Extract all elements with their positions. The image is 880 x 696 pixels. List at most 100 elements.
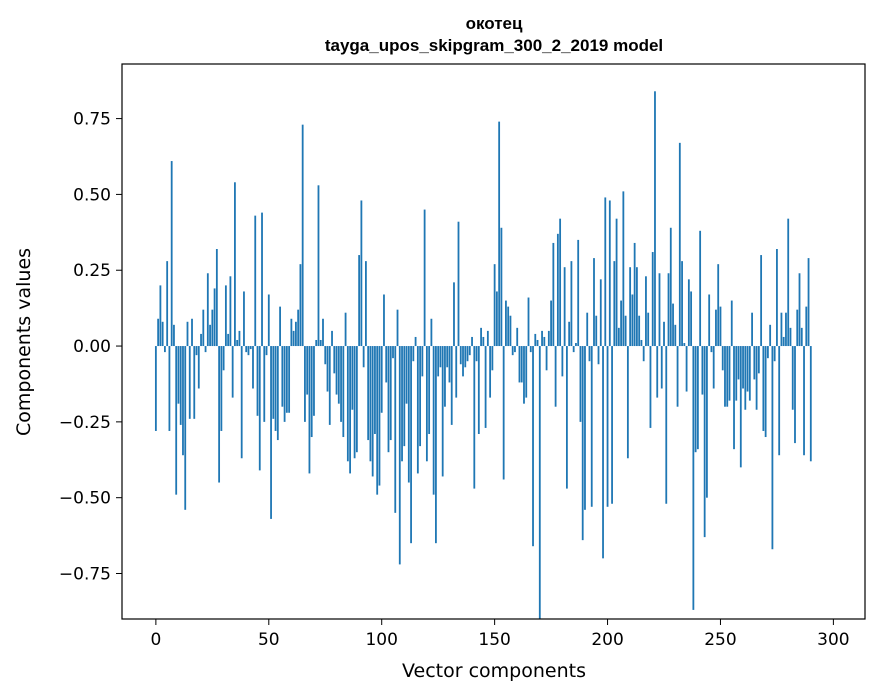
- bar: [622, 191, 625, 347]
- bar: [651, 252, 654, 347]
- bar: [755, 346, 758, 410]
- bar: [344, 312, 347, 347]
- bar: [304, 346, 306, 422]
- bar: [584, 346, 586, 510]
- bar: [552, 242, 555, 347]
- bar: [398, 346, 401, 565]
- bar: [640, 339, 643, 347]
- bar: [182, 346, 184, 456]
- bar: [690, 291, 693, 347]
- y-tick-label: −0.50: [59, 489, 111, 509]
- bar: [342, 346, 345, 438]
- bar: [161, 321, 164, 347]
- bar: [414, 336, 417, 347]
- bar: [753, 346, 756, 380]
- bar: [527, 297, 530, 347]
- bar: [423, 209, 426, 347]
- bar: [518, 346, 521, 383]
- bar: [696, 346, 699, 450]
- bar: [428, 346, 431, 434]
- chart-subtitle: tayga_upos_skipgram_300_2_2019 model: [325, 36, 663, 55]
- bar: [717, 264, 720, 347]
- bar: [543, 336, 546, 347]
- bar: [328, 346, 331, 425]
- bar: [507, 306, 510, 347]
- bar: [464, 346, 467, 368]
- bar: [486, 330, 489, 347]
- bar: [315, 339, 318, 347]
- bar: [455, 346, 458, 398]
- bar: [611, 346, 613, 504]
- bar: [809, 346, 812, 462]
- bar: [157, 318, 160, 347]
- bar: [371, 346, 374, 477]
- bar: [794, 346, 796, 444]
- bar: [274, 346, 277, 431]
- bar: [647, 312, 650, 347]
- bar: [791, 346, 794, 410]
- bar: [294, 321, 297, 347]
- bar: [164, 346, 166, 353]
- bar: [389, 346, 392, 441]
- bar: [575, 343, 577, 347]
- bar: [701, 346, 704, 395]
- bar: [170, 161, 173, 347]
- bar: [220, 346, 223, 431]
- bar: [746, 346, 749, 392]
- y-axis-ticks: −0.75 −0.50 −0.25 0.00 0.25 0.50 0.75: [59, 110, 122, 585]
- plot-frame: [121, 63, 866, 620]
- bar: [712, 346, 715, 389]
- y-tick-label: −0.75: [59, 565, 111, 585]
- bar: [581, 346, 584, 541]
- bar: [550, 300, 552, 347]
- bar: [215, 249, 218, 347]
- chart-title: окотец: [466, 14, 523, 33]
- bar: [514, 346, 516, 353]
- bar: [631, 294, 634, 347]
- bar: [674, 324, 677, 347]
- bar: [459, 346, 462, 365]
- bar: [798, 273, 801, 347]
- bar: [525, 346, 528, 398]
- bar: [676, 346, 679, 407]
- bar: [234, 182, 236, 347]
- bar: [554, 346, 557, 407]
- bar: [489, 346, 492, 398]
- bar: [238, 330, 241, 347]
- bar: [516, 327, 519, 347]
- bar: [771, 346, 774, 550]
- bar: [785, 312, 787, 347]
- bar: [351, 346, 354, 410]
- x-axis-ticks: 0 50 100 150 200 250 300: [150, 619, 850, 650]
- bar: [572, 346, 575, 353]
- y-tick-label: −0.25: [59, 413, 111, 433]
- bar: [534, 333, 537, 347]
- bar: [604, 197, 607, 347]
- bar: [480, 327, 482, 347]
- bar: [369, 346, 372, 462]
- y-axis-label: Components values: [13, 248, 35, 436]
- bar: [568, 321, 571, 347]
- bar: [435, 346, 437, 544]
- bar: [523, 346, 525, 404]
- bar: [536, 339, 539, 347]
- bar: [346, 346, 349, 462]
- bar: [730, 300, 733, 347]
- bar: [243, 291, 245, 347]
- bar: [317, 185, 320, 347]
- bar: [407, 346, 410, 483]
- bar: [586, 312, 589, 347]
- bar: [624, 315, 627, 347]
- bar: [396, 309, 399, 347]
- bar: [721, 346, 724, 371]
- x-tick-label: 250: [704, 630, 736, 650]
- bar: [209, 324, 211, 347]
- bar: [453, 282, 455, 347]
- bar: [547, 330, 550, 347]
- bar: [392, 346, 394, 359]
- bar: [579, 346, 582, 422]
- bar: [290, 318, 293, 347]
- bar: [367, 346, 370, 441]
- bar: [595, 315, 598, 347]
